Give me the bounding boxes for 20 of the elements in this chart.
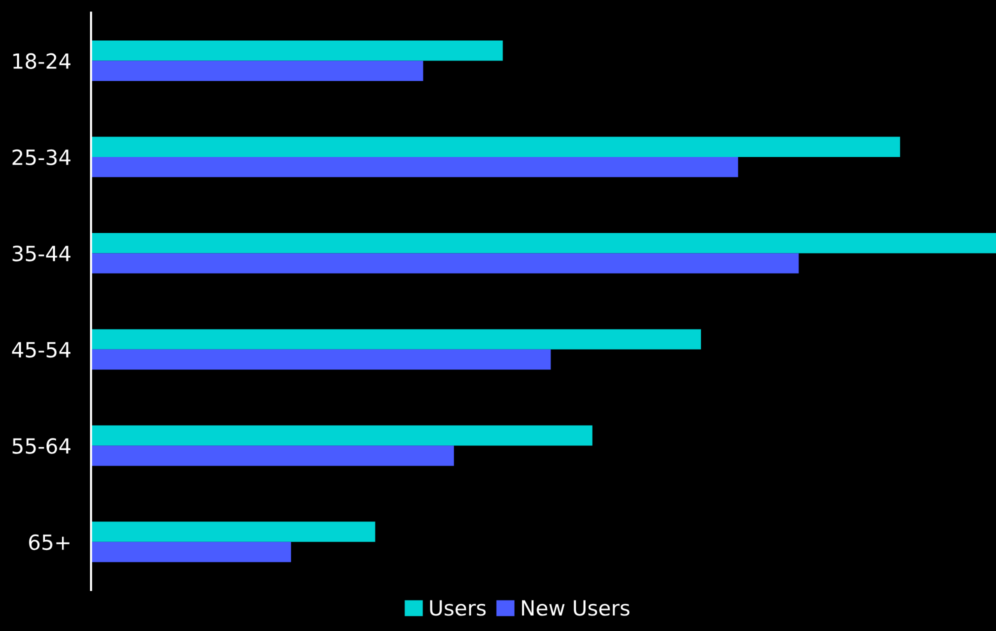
y-tick-label: 55-64 <box>12 438 70 454</box>
bar <box>91 156 738 178</box>
bar <box>91 253 799 274</box>
legend-label: New Users <box>522 600 630 616</box>
bar <box>91 542 292 562</box>
bar <box>91 60 424 81</box>
bar <box>91 40 503 61</box>
bar <box>91 329 701 350</box>
legend-label: Users <box>430 600 486 616</box>
bar <box>91 136 900 157</box>
bar <box>91 522 376 542</box>
bar <box>91 446 454 466</box>
bar <box>91 232 996 254</box>
bar <box>91 349 551 370</box>
y-tick-label: 45-54 <box>12 342 70 358</box>
y-tick-label: 18-24 <box>13 53 70 69</box>
y-tick-label: 65+ <box>29 534 70 550</box>
y-tick-label: 25-34 <box>12 149 70 166</box>
bar <box>91 425 592 446</box>
y-tick-label: 35-44 <box>12 246 70 262</box>
